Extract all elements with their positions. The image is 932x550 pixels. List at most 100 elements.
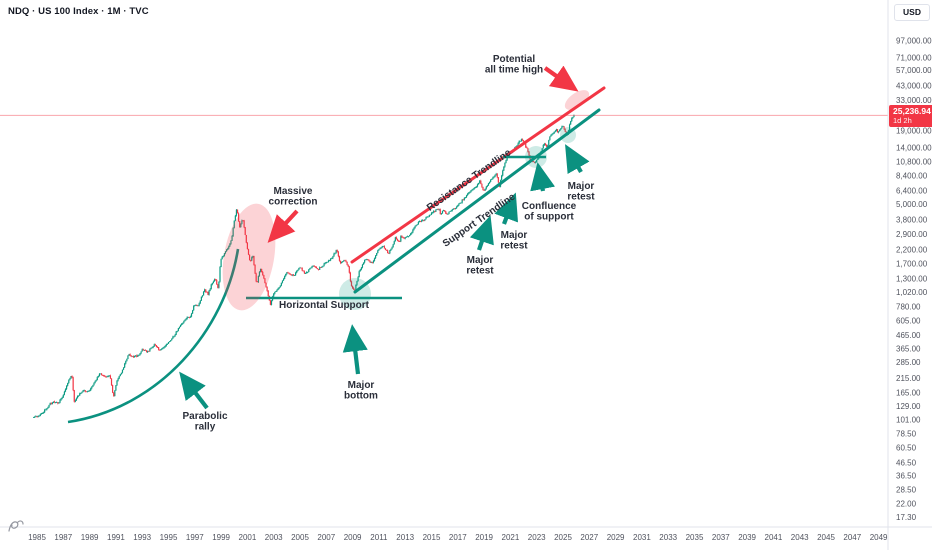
year-tick-label: 2047: [843, 533, 861, 542]
label-major-bottom[interactable]: Major bottom: [344, 380, 378, 402]
arrow-confluence[interactable]: [530, 162, 555, 192]
potential-ath-highlight[interactable]: [562, 86, 593, 114]
label-potential-ath[interactable]: Potential all time high: [485, 54, 543, 76]
retest-highlight[interactable]: [560, 127, 576, 143]
drawings-layer[interactable]: Massive correction Horizontal Support Major…: [0, 54, 888, 433]
label-confluence[interactable]: Confluence of support: [522, 201, 577, 223]
parabolic-rally-curve[interactable]: [67, 248, 240, 424]
price-tick-label: 6,400.00: [896, 187, 928, 196]
current-price-tag: 25,236.94 1d 2h: [889, 104, 932, 127]
arrow-massive-correction[interactable]: [267, 209, 299, 243]
arrow-major-retest-1[interactable]: [469, 215, 494, 251]
year-tick-label: 2049: [870, 533, 888, 542]
price-tick-label: 1,300.00: [896, 274, 928, 283]
year-tick-label: 2001: [239, 533, 257, 542]
symbol-title: NDQ · US 100 Index · 1M · TVC: [8, 6, 149, 17]
price-tick-label: 14,000.00: [896, 143, 932, 152]
resistance-trendline[interactable]: [350, 86, 606, 264]
price-tick-label: 165.00: [896, 388, 921, 397]
price-tick-label: 101.00: [896, 415, 921, 424]
year-tick-label: 1991: [107, 533, 125, 542]
year-tick-label: 1995: [160, 533, 178, 542]
price-tick-label: 97,000.00: [896, 37, 932, 46]
price-tick-label: 33,000.00: [896, 96, 932, 105]
year-tick-label: 2035: [686, 533, 704, 542]
price-tick-label: 465.00: [896, 331, 921, 340]
year-tick-label: 2043: [791, 533, 809, 542]
major-bottom-highlight[interactable]: [339, 278, 371, 310]
price-tick-label: 285.00: [896, 358, 921, 367]
confluence-highlight[interactable]: [525, 146, 547, 168]
time-axis[interactable]: 1985 1987 1989 1991 1993 1995 1997 1999 2001 2003…: [28, 533, 888, 542]
year-tick-label: 2037: [712, 533, 730, 542]
price-tick-label: 71,000.00: [896, 54, 932, 63]
year-tick-label: 1997: [186, 533, 204, 542]
label-horizontal-support[interactable]: Horizontal Support: [279, 300, 370, 311]
price-tick-label: 60.50: [896, 444, 917, 453]
price-tick-label: 43,000.00: [896, 81, 932, 90]
price-axis[interactable]: 97,000.00 71,000.00 57,000.00 43,000.00 33,0…: [896, 37, 932, 522]
up-candle-bodies: [33, 115, 575, 418]
price-tick-label: 605.00: [896, 317, 921, 326]
year-tick-label: 1985: [28, 533, 46, 542]
price-tick-label: 215.00: [896, 374, 921, 383]
price-tick-label: 129.00: [896, 402, 921, 411]
price-tick-label: 2,900.00: [896, 230, 928, 239]
year-tick-label: 2023: [528, 533, 546, 542]
year-tick-label: 1999: [212, 533, 230, 542]
arrow-major-bottom[interactable]: [342, 324, 368, 375]
arrow-parabolic-rally[interactable]: [179, 371, 209, 410]
price-tick-label: 28.50: [896, 485, 917, 494]
massive-correction-highlight[interactable]: [215, 199, 283, 314]
price-tick-label: 36.50: [896, 472, 917, 481]
label-major-retest-2[interactable]: Major retest: [500, 230, 528, 252]
year-tick-label: 2041: [765, 533, 783, 542]
label-parabolic-rally[interactable]: Parabolic rally: [182, 411, 227, 433]
price-tick-label: 365.00: [896, 345, 921, 354]
price-tick-label: 78.50: [896, 429, 917, 438]
arrow-potential-ath[interactable]: [543, 65, 579, 92]
label-massive-correction[interactable]: Massive correction: [269, 186, 318, 208]
year-tick-label: 1987: [54, 533, 72, 542]
price-tick-label: 780.00: [896, 303, 921, 312]
year-tick-label: 2029: [607, 533, 625, 542]
price-tick-label: 5,000.00: [896, 200, 928, 209]
year-tick-label: 2033: [659, 533, 677, 542]
year-tick-label: 2025: [554, 533, 572, 542]
year-tick-label: 2007: [317, 533, 335, 542]
year-tick-label: 2027: [580, 533, 598, 542]
year-tick-label: 2021: [502, 533, 520, 542]
year-tick-label: 2031: [633, 533, 651, 542]
year-tick-label: 2013: [396, 533, 414, 542]
price-tick-label: 8,400.00: [896, 172, 928, 181]
year-tick-label: 2005: [291, 533, 309, 542]
price-tick-label: 10,800.00: [896, 158, 932, 167]
price-tick-label: 57,000.00: [896, 66, 932, 75]
year-tick-label: 2019: [475, 533, 493, 542]
price-tick-label: 19,000.00: [896, 126, 932, 135]
year-tick-label: 2011: [370, 533, 388, 542]
price-tick-label: 1,700.00: [896, 260, 928, 269]
year-tick-label: 2017: [449, 533, 467, 542]
support-trendline[interactable]: [353, 108, 601, 294]
label-major-retest-1[interactable]: Major retest: [466, 255, 494, 277]
year-tick-label: 1993: [133, 533, 151, 542]
year-tick-label: 2003: [265, 533, 283, 542]
label-major-retest-3[interactable]: Major retest: [567, 181, 595, 203]
arrow-major-retest-2[interactable]: [494, 192, 519, 225]
currency-usd-button[interactable]: USD: [894, 4, 930, 21]
bar-countdown: 1d 2h: [893, 115, 912, 125]
price-tick-label: 1,020.00: [896, 288, 928, 297]
arrow-major-retest-3[interactable]: [565, 144, 590, 175]
year-tick-label: 2039: [738, 533, 756, 542]
year-tick-label: 2015: [423, 533, 441, 542]
price-tick-label: 2,200.00: [896, 245, 928, 254]
year-tick-label: 2009: [344, 533, 362, 542]
price-tick-label: 46.50: [896, 458, 917, 467]
year-tick-label: 1989: [81, 533, 99, 542]
price-tick-label: 17.30: [896, 513, 917, 522]
brush-doodle[interactable]: [8, 520, 24, 532]
